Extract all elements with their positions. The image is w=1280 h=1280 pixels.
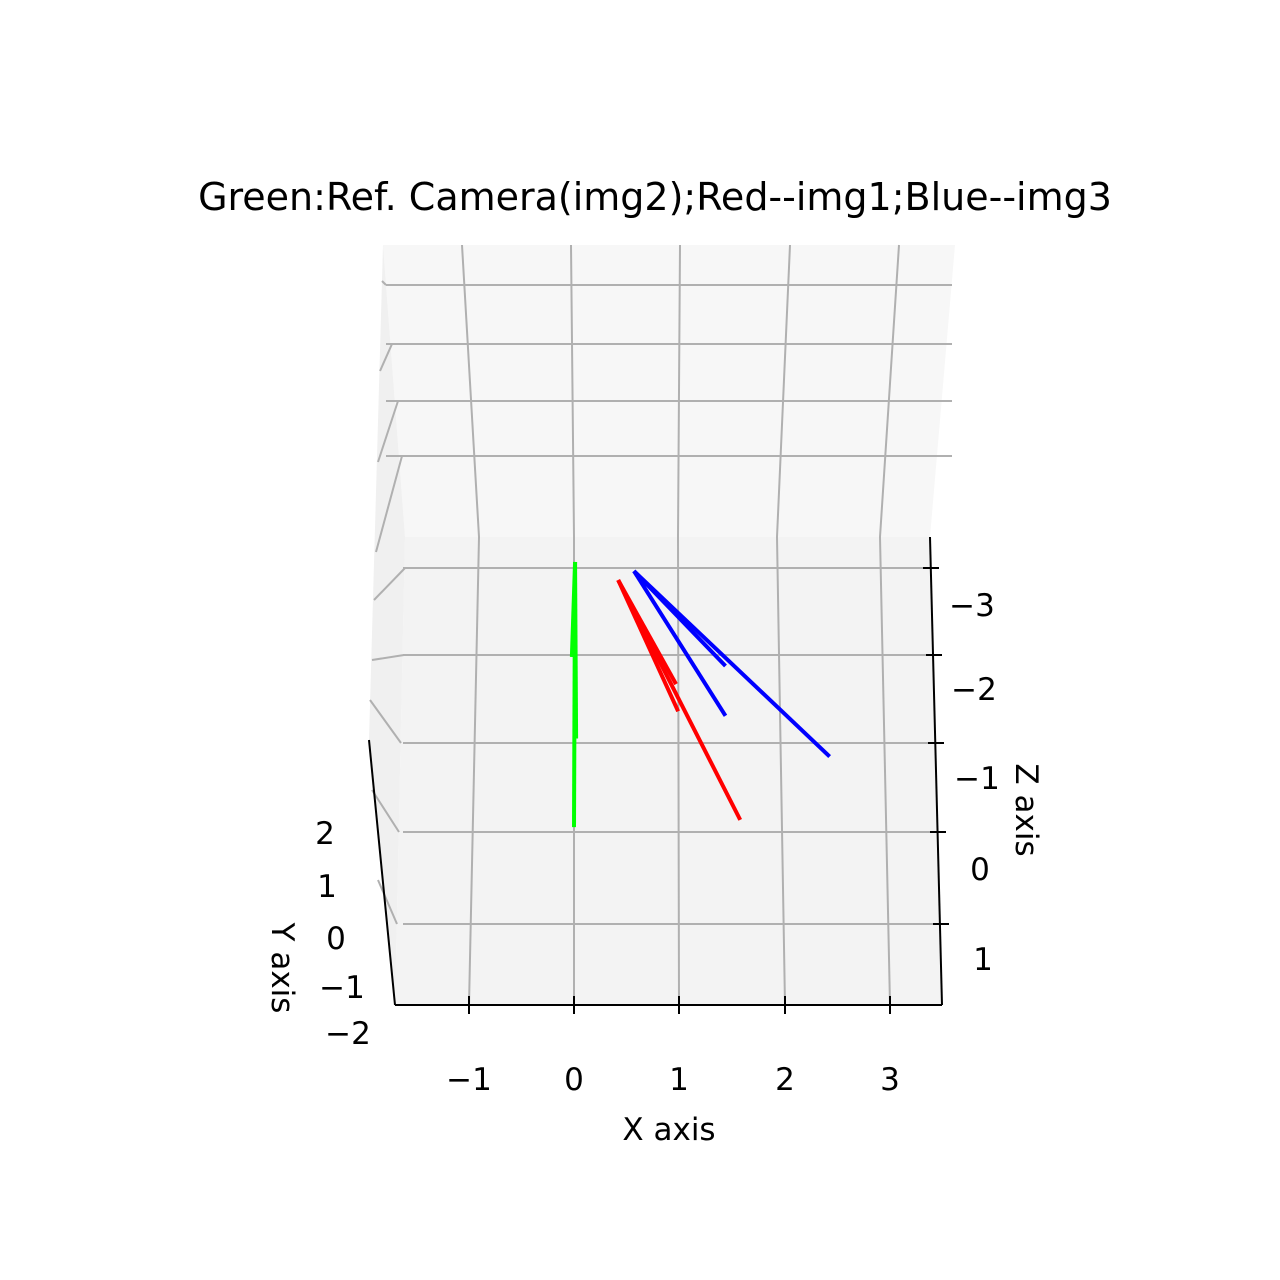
series-2-segment-2	[632, 569, 727, 668]
side-gridline	[379, 343, 393, 372]
x-tick-label: 3	[880, 1062, 900, 1098]
series-2-segment-0	[632, 569, 832, 759]
series-1-segment-2	[616, 579, 680, 713]
side-gridline	[377, 400, 399, 463]
side-gridline	[377, 879, 398, 925]
x-axis-label: X axis	[622, 1112, 715, 1148]
z-tick-label: 0	[970, 852, 990, 888]
series-0-segment-2	[569, 561, 578, 658]
x-gridline	[878, 244, 900, 1006]
z-axis-line	[929, 536, 943, 1006]
z-tick-label: −2	[951, 672, 997, 708]
x-gridline	[461, 244, 481, 1006]
y-tick-label: 0	[326, 921, 346, 957]
z-tick-label: −3	[949, 588, 995, 624]
y-tick-label: 1	[317, 869, 337, 905]
y-tick-label: −2	[325, 1016, 371, 1052]
z-tick-label: −1	[954, 761, 1000, 797]
y-axis-label: Y axis	[264, 922, 300, 1014]
side-gridline	[371, 789, 400, 833]
side-gridline	[373, 567, 406, 601]
x-tick-label: 2	[775, 1062, 795, 1098]
x-gridline	[570, 244, 575, 1005]
y-tick-label: −1	[319, 970, 365, 1006]
grid-layer	[369, 244, 952, 1006]
x-tick-label: 1	[669, 1062, 689, 1098]
ticks-layer: −1 0 1 2 3 −3 −2 −1 0 1 2 1 0 −1 −2	[315, 567, 1000, 1098]
x-tick-label: 0	[564, 1062, 584, 1098]
z-axis-label: Z axis	[1008, 763, 1044, 856]
z-tick-label: 1	[973, 942, 993, 978]
y-tick-label: 2	[315, 816, 335, 852]
side-gridline	[381, 280, 387, 286]
x-gridline	[676, 244, 681, 1006]
side-gridline	[375, 455, 403, 553]
y-axis-line	[368, 739, 396, 1006]
side-gridline	[371, 654, 405, 661]
series-layer	[569, 561, 832, 828]
chart-title: Green:Ref. Camera(img2);Red--img1;Blue--…	[198, 175, 1112, 219]
x-gridline	[775, 244, 791, 1006]
side-pane	[369, 245, 405, 1005]
series-2-segment-1	[632, 569, 728, 717]
back-pane	[383, 245, 955, 537]
side-gridline	[369, 699, 402, 744]
axes-layer	[368, 536, 943, 1006]
x-tick-label: −1	[446, 1062, 492, 1098]
